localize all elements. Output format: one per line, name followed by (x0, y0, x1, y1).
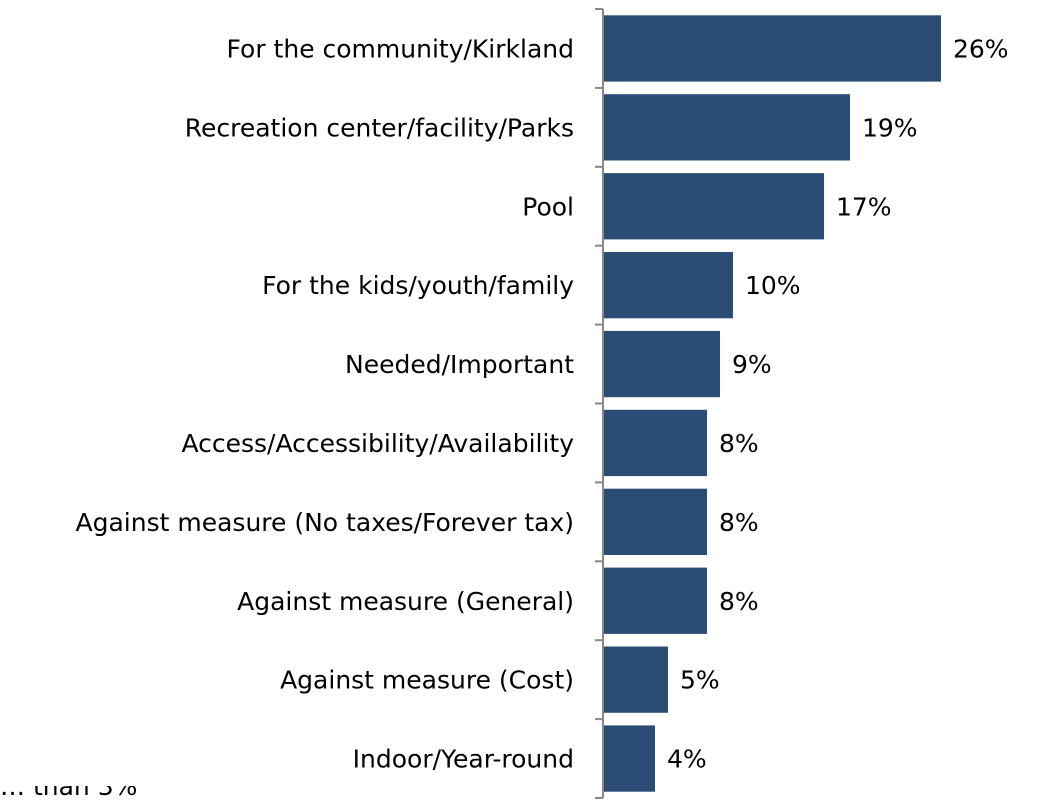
category-label: Pool (522, 192, 574, 221)
value-label: 8% (719, 587, 759, 616)
bar (603, 567, 707, 634)
bar (603, 488, 707, 555)
value-label: 8% (719, 508, 759, 537)
bar (603, 646, 668, 713)
value-label: 26% (953, 35, 1009, 64)
category-label: For the kids/youth/family (262, 271, 574, 300)
value-label: 4% (667, 745, 707, 774)
value-label: 5% (680, 666, 720, 695)
value-label: 8% (719, 429, 759, 458)
footnote: … than 3% (0, 786, 1038, 801)
value-label: 17% (836, 192, 892, 221)
bar (603, 409, 707, 477)
category-label: Needed/Important (345, 350, 574, 379)
category-label: Access/Accessibility/Availability (181, 429, 574, 458)
bar (603, 725, 655, 792)
category-label: Against measure (No taxes/Forever tax) (76, 508, 574, 537)
labels-layer: For the community/Kirkland 26% Recreation … (76, 35, 1009, 774)
bar (603, 252, 733, 319)
bar (603, 173, 824, 240)
value-label: 9% (732, 350, 772, 379)
value-label: 19% (862, 113, 918, 142)
category-label: Indoor/Year-round (353, 745, 574, 774)
category-axis (595, 8, 604, 799)
category-label: Against measure (Cost) (280, 666, 574, 695)
bars-layer (603, 15, 941, 792)
footnote-text: … than 3% (0, 786, 138, 801)
category-label: Against measure (General) (237, 587, 574, 616)
bar (603, 94, 850, 161)
bar (603, 15, 941, 82)
bar (603, 330, 720, 398)
category-label: Recreation center/facility/Parks (185, 113, 574, 142)
value-label: 10% (745, 271, 801, 300)
category-label: For the community/Kirkland (227, 35, 574, 64)
